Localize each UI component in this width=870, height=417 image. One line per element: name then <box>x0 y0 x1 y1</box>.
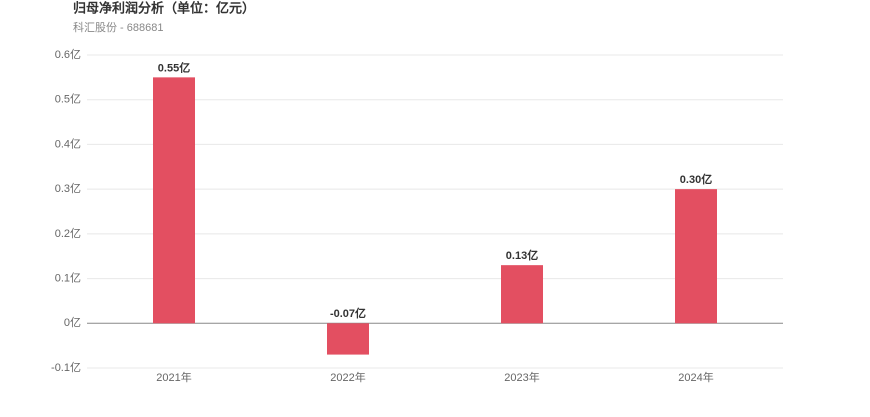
x-tick-label: 2023年 <box>504 370 539 384</box>
chart-title: 归母净利润分析（单位：亿元） <box>73 0 255 15</box>
bar <box>675 189 717 324</box>
chart-subtitle: 科汇股份 - 688681 <box>73 20 163 34</box>
y-tick-label: 0.3亿 <box>55 182 81 195</box>
value-label: 0.30亿 <box>680 172 712 186</box>
x-tick-label: 2021年 <box>156 370 191 384</box>
y-tick-label: 0亿 <box>64 316 81 329</box>
bar <box>153 77 195 324</box>
x-tick-label: 2022年 <box>330 370 365 384</box>
bar <box>327 323 369 355</box>
y-tick-label: 0.6亿 <box>55 48 81 61</box>
bar <box>501 265 543 324</box>
y-tick-label: 0.2亿 <box>55 227 81 240</box>
y-tick-label: 0.4亿 <box>55 137 81 150</box>
value-label: -0.07亿 <box>330 306 366 320</box>
y-tick-label: -0.1亿 <box>51 361 81 374</box>
y-tick-label: 0.1亿 <box>55 271 81 284</box>
value-label: 0.55亿 <box>158 60 190 74</box>
y-tick-label: 0.5亿 <box>55 93 81 106</box>
x-tick-label: 2024年 <box>678 370 713 384</box>
value-label: 0.13亿 <box>506 248 538 262</box>
